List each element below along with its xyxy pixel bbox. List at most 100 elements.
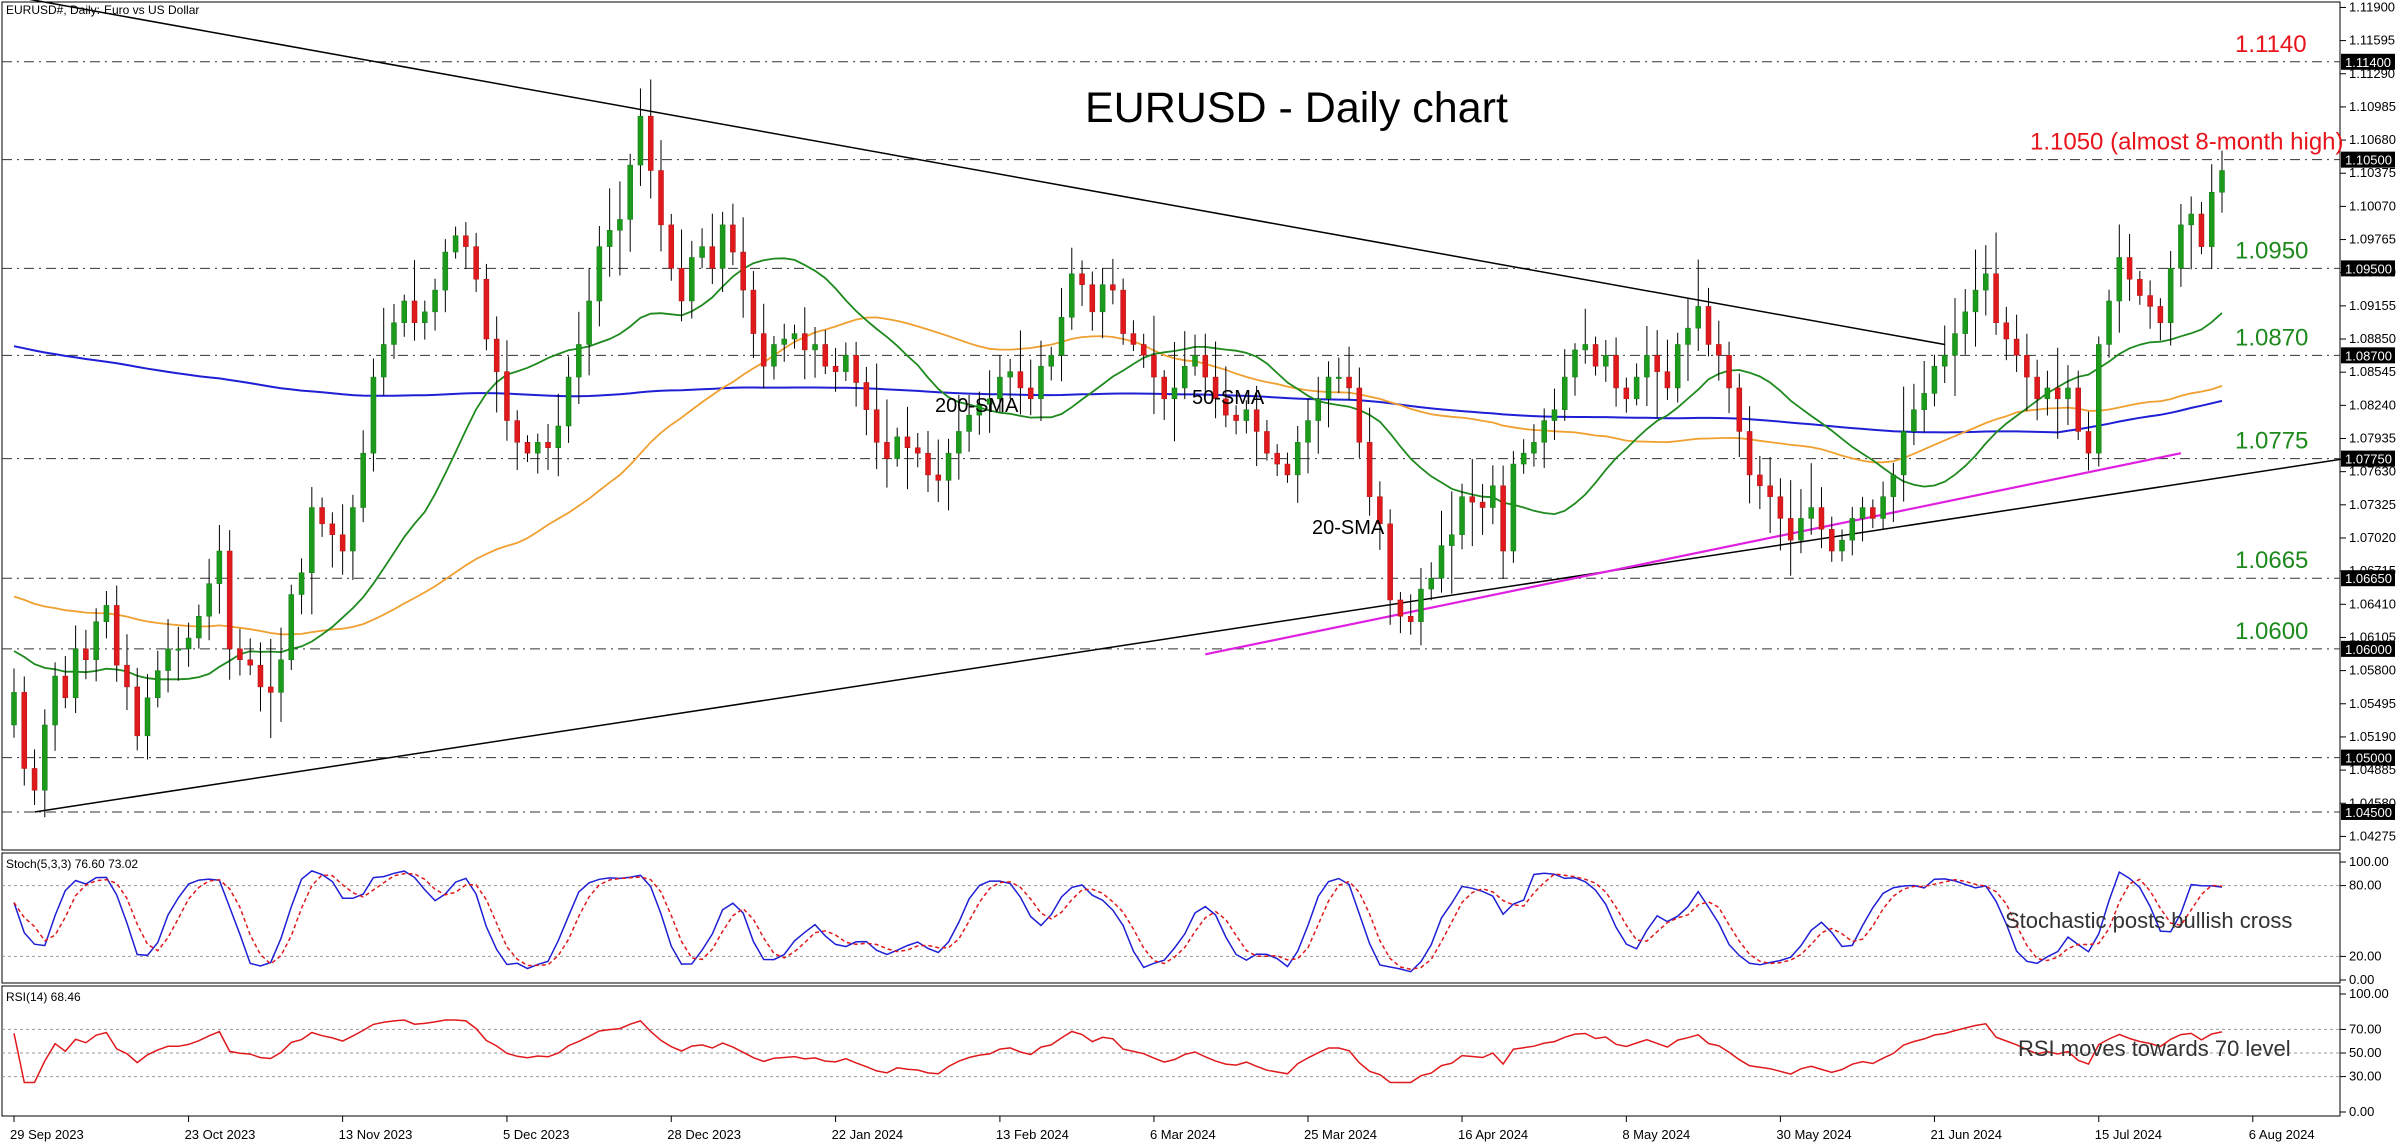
- level-label: 1.0775: [2235, 428, 2308, 455]
- bull-candle: [1561, 376, 1568, 410]
- bear-candle: [1993, 273, 1999, 323]
- price-tick-label: 1.08850: [2349, 331, 2396, 346]
- bull-candle: [966, 414, 972, 432]
- trendline-lower: [34, 457, 2346, 813]
- bull-candle: [956, 431, 962, 454]
- level-label: 1.1140: [2235, 31, 2307, 58]
- sma-20-line: [13, 257, 2223, 681]
- bear-candle: [1828, 529, 1835, 552]
- bull-candle: [1058, 317, 1065, 356]
- ma-label-50: 50-SMA: [1192, 387, 1265, 409]
- trendline-upper: [28, 0, 1945, 346]
- bear-candle: [1356, 387, 1363, 443]
- bear-candle: [740, 251, 746, 291]
- price-tag: [2341, 749, 2395, 766]
- bull-candle: [2178, 224, 2184, 269]
- price-tick-label: 1.04885: [2349, 762, 2396, 777]
- bear-candle: [524, 442, 531, 454]
- stoch-label: Stoch(5,3,3) 76.60 73.02: [6, 857, 138, 871]
- bear-candle: [668, 224, 675, 269]
- bear-candle: [760, 333, 767, 367]
- bear-candle: [2054, 387, 2061, 400]
- bear-candle: [884, 442, 890, 459]
- bull-candle: [2096, 344, 2102, 454]
- candlesticks: [11, 79, 2225, 818]
- bull-candle: [380, 344, 387, 378]
- bear-candle: [339, 534, 346, 552]
- bull-candle: [1941, 355, 1948, 367]
- bull-candle: [1798, 518, 1804, 541]
- bear-candle: [411, 300, 418, 323]
- bull-candle: [1038, 365, 1044, 400]
- bear-candle: [1664, 371, 1671, 389]
- bull-candle: [1007, 371, 1013, 378]
- bull-candle: [1859, 507, 1866, 519]
- bull-candle: [1582, 344, 1589, 351]
- bull-candle: [175, 648, 182, 651]
- bull-candle: [1449, 534, 1455, 546]
- bull-candle: [1294, 442, 1301, 476]
- bull-candle: [360, 452, 366, 508]
- bull-candle: [1069, 273, 1075, 318]
- bear-candle: [1346, 376, 1352, 389]
- price-tag-label: 1.04500: [2345, 805, 2392, 820]
- bear-candle: [832, 365, 839, 372]
- bear-candle: [678, 268, 685, 302]
- bear-candle: [647, 115, 654, 171]
- bull-candle: [155, 670, 161, 699]
- bull-candle: [185, 637, 192, 650]
- bull-candle: [2106, 300, 2112, 345]
- bull-candle: [93, 621, 99, 660]
- bull-candle: [637, 115, 644, 166]
- bull-candle: [1952, 333, 1958, 356]
- price-tag: [2341, 151, 2395, 168]
- bull-candle: [370, 376, 377, 454]
- stoch-line-0: [13, 870, 2223, 973]
- bear-candle: [730, 224, 736, 253]
- date-tick-label: 13 Feb 2024: [996, 1127, 1069, 1142]
- bull-candle: [1551, 409, 1558, 421]
- rsi-panel-frame: [1, 985, 2341, 1117]
- bull-candle: [617, 219, 623, 231]
- bear-candle: [853, 355, 859, 383]
- date-tick-label: 25 Mar 2024: [1304, 1127, 1377, 1142]
- bull-candle: [1644, 355, 1650, 378]
- bull-candle: [1962, 311, 1969, 334]
- bull-candle: [2167, 268, 2174, 323]
- bull-candle: [309, 507, 315, 574]
- bull-candle: [2219, 170, 2225, 193]
- rsi-tick-label: 50.00: [2349, 1045, 2382, 1060]
- price-tag-label: 1.06000: [2345, 642, 2392, 657]
- bear-candle: [1767, 485, 1773, 497]
- bear-candle: [267, 686, 274, 693]
- bear-candle: [658, 170, 664, 226]
- ma-label-20: 20-SMA: [1312, 517, 1385, 539]
- price-axis: 1.119001.115951.112901.109851.106801.103…: [2340, 0, 2396, 843]
- bear-candle: [2085, 431, 2092, 454]
- price-tag: [2341, 803, 2395, 820]
- bull-candle: [1931, 365, 1938, 394]
- price-tick-label: 1.11900: [2349, 0, 2395, 14]
- bull-candle: [894, 436, 900, 459]
- bear-candle: [1274, 452, 1280, 465]
- level-labels: 1.1140 1.1050 (almost 8-month high) 1.0950…: [2030, 31, 2344, 645]
- bear-candle: [2024, 355, 2030, 378]
- bear-candle: [1130, 333, 1137, 345]
- bear-candle: [2157, 306, 2164, 323]
- bear-candle: [1223, 398, 1229, 416]
- price-tag-label: 1.09500: [2345, 261, 2392, 276]
- moving-averages: [13, 257, 2223, 681]
- bull-candle: [1572, 349, 1578, 378]
- bull-candle: [1099, 284, 1106, 313]
- bull-candle: [1880, 496, 1886, 519]
- bear-candle: [473, 246, 479, 280]
- price-tick-label: 1.06105: [2349, 629, 2396, 644]
- bear-candle: [1264, 431, 1270, 454]
- bear-candle: [2126, 257, 2133, 280]
- stoch-annotation: Stochastic posts bullish cross: [2005, 908, 2292, 933]
- bull-candle: [1192, 355, 1198, 367]
- symbol-description: Euro vs US Dollar: [104, 3, 199, 17]
- bull-candle: [288, 594, 295, 660]
- bull-candle: [1438, 545, 1445, 579]
- bear-candle: [124, 664, 130, 688]
